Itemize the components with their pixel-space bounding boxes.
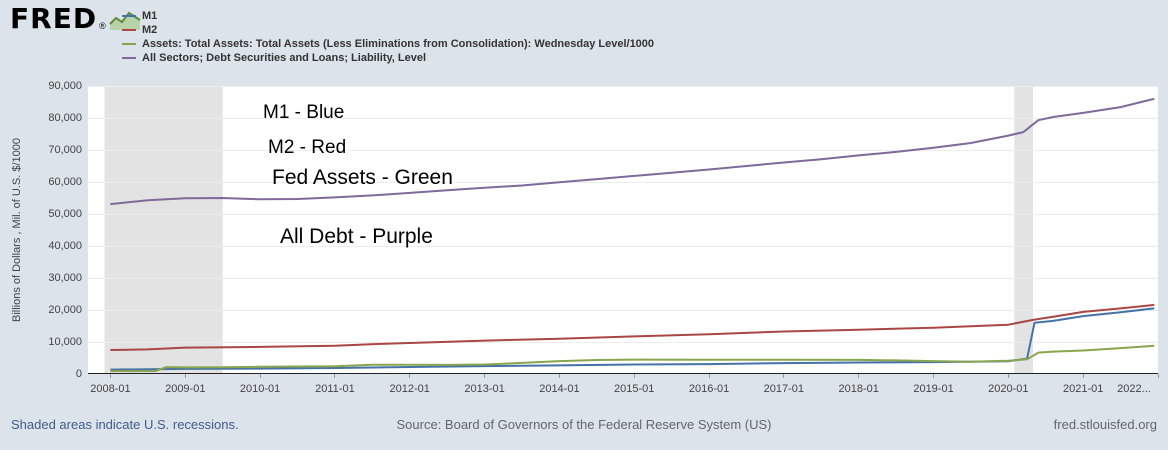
y-axis-title: Billions of Dollars , Mil. of U.S. $/100… xyxy=(11,137,23,323)
series-line-all-debt xyxy=(110,97,1155,206)
recession-band xyxy=(104,86,223,374)
x-tick-label: 2021-01 xyxy=(1062,383,1104,395)
x-tick-label: 2013-01 xyxy=(464,383,505,395)
series-line-m1 xyxy=(110,307,1155,371)
x-tick-mark xyxy=(1007,374,1009,378)
x-tick-mark xyxy=(184,374,186,378)
legend-item-all-debt[interactable]: All Sectors; Debt Securities and Loans; … xyxy=(122,51,654,65)
x-tick-mark xyxy=(558,374,560,378)
series-line-m2 xyxy=(110,303,1155,351)
x-tick-mark xyxy=(1157,374,1159,378)
chart-svg: M1 - Blue M2 - Red Fed Assets - Green All D… xyxy=(88,86,1158,374)
x-tick-label: 2012-01 xyxy=(389,383,430,395)
x-tick-mark xyxy=(933,374,935,378)
recession-band xyxy=(1014,86,1033,374)
x-tick-label: 2015-01 xyxy=(614,383,655,395)
source-text: Source: Board of Governors of the Federa… xyxy=(396,417,772,432)
chart-annotation-2: Fed Assets - Green xyxy=(272,166,453,189)
legend-item-m1[interactable]: M1 xyxy=(122,9,654,23)
x-tick-label: 2018-01 xyxy=(838,383,879,395)
x-tick-label: 2022... xyxy=(1117,383,1151,395)
x-tick-mark xyxy=(259,374,261,378)
x-tick-label: 2017-01 xyxy=(763,383,805,395)
chart-annotation-1: M2 - Red xyxy=(268,137,346,158)
x-tick-mark xyxy=(708,374,710,378)
legend-color-dash xyxy=(122,57,136,59)
x-tick-mark xyxy=(334,374,336,378)
chart-annotation-3: All Debt - Purple xyxy=(280,225,433,248)
fred-site-link[interactable]: fred.stlouisfed.org xyxy=(1053,417,1157,432)
x-tick-label: 2019-01 xyxy=(913,383,954,395)
legend-label: Assets: Total Assets: Total Assets (Less… xyxy=(142,38,655,50)
x-tick-label: 2008-01 xyxy=(90,383,131,395)
x-axis: 2008-01 2009-01 2010-01 2011-01 2012-01 2013-… xyxy=(0,374,1168,402)
legend-item-fed-assets[interactable]: Assets: Total Assets: Total Assets (Less… xyxy=(122,37,654,51)
chart-legend: M1 M2 Assets: Total Assets: Total Assets (… xyxy=(122,9,654,65)
y-tick-label: 90,000 xyxy=(48,79,82,92)
registered-mark-icon: ® xyxy=(99,21,106,31)
legend-color-dash xyxy=(122,29,136,31)
x-tick-label: 2014-01 xyxy=(539,383,580,395)
x-tick-label: 2009-01 xyxy=(165,383,206,395)
legend-label: M1 xyxy=(142,10,158,22)
series-line-fed-assets xyxy=(110,344,1155,373)
x-tick-mark xyxy=(783,374,785,378)
x-tick-mark xyxy=(109,374,111,378)
x-tick-mark xyxy=(409,374,411,378)
x-tick-mark xyxy=(858,374,860,378)
legend-label: M2 xyxy=(142,24,158,36)
legend-color-dash xyxy=(122,43,136,45)
x-tick-mark xyxy=(633,374,635,378)
x-tick-mark xyxy=(484,374,486,378)
chart-annotation-0: M1 - Blue xyxy=(263,102,344,123)
chart-footer: Shaded areas indicate U.S. recessions. S… xyxy=(0,417,1168,439)
legend-item-m2[interactable]: M2 xyxy=(122,23,654,37)
legend-label: All Sectors; Debt Securities and Loans; … xyxy=(142,52,427,64)
fred-logo-text: FRED xyxy=(10,2,98,35)
legend-color-dash xyxy=(122,15,136,17)
plot-area[interactable]: M1 - Blue M2 - Red Fed Assets - Green All D… xyxy=(88,86,1158,374)
x-tick-label: 2020-01 xyxy=(988,383,1029,395)
x-tick-mark xyxy=(1082,374,1084,378)
recessions-note-link[interactable]: Shaded areas indicate U.S. recessions. xyxy=(11,417,239,432)
x-tick-label: 2011-01 xyxy=(315,383,355,395)
x-tick-label: 2010-01 xyxy=(239,383,281,395)
y-tick-label: 10,000 xyxy=(48,335,82,348)
y-tick-label: 80,000 xyxy=(48,111,82,124)
x-tick-label: 2016-01 xyxy=(688,383,730,395)
